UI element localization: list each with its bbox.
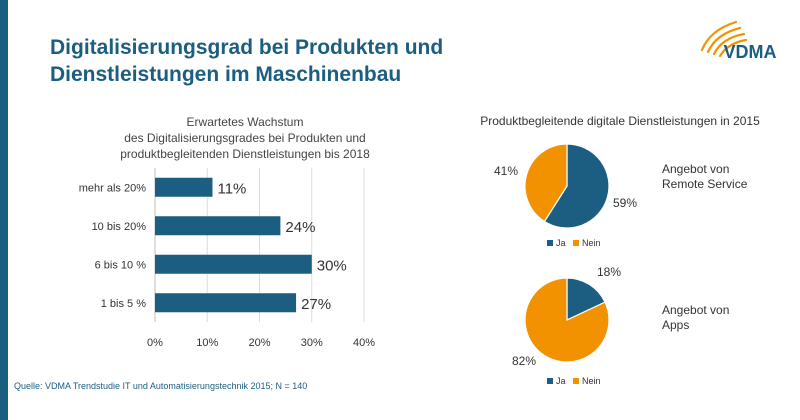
left-accent-stripe — [0, 0, 8, 420]
pie-section-title: Produktbegleitende digitale Dienstleistu… — [480, 114, 760, 128]
pie-slice — [566, 277, 606, 321]
vdma-logo: VDMA — [700, 20, 777, 62]
pie-slice-label: 59% — [613, 196, 637, 210]
pie1-description-line-1: Angebot von — [662, 162, 730, 176]
bar-value-label: 27% — [301, 296, 331, 313]
pie-slice — [543, 143, 610, 229]
bar-value-label: 24% — [285, 219, 315, 236]
category-label: 10 bis 20% — [92, 221, 147, 233]
bar — [155, 254, 312, 274]
bar-value-label: 11% — [217, 180, 246, 197]
bar-chart-title: Erwartetes Wachstum des Digitalisierungs… — [60, 114, 430, 162]
legend-swatch — [573, 240, 579, 246]
pie-slice-label: 18% — [597, 265, 621, 279]
pie-slice — [524, 143, 568, 223]
pie1-description: Angebot von Remote Service — [662, 162, 747, 192]
page-title: Digitalisierungsgrad bei Produkten und D… — [50, 34, 443, 88]
logo-text: VDMA — [724, 42, 777, 62]
legend-label: Nein — [582, 376, 601, 386]
x-tick-label: 30% — [301, 337, 323, 349]
source-note: Quelle: VDMA Trendstudie IT und Automati… — [14, 381, 308, 391]
x-tick-label: 20% — [248, 337, 270, 349]
legend-label: Ja — [556, 376, 566, 386]
bar-chart-title-line-1: Erwartetes Wachstum — [186, 115, 304, 129]
category-label: 1 bis 5 % — [101, 298, 146, 310]
pie-slice-label: 82% — [512, 354, 536, 368]
bar — [155, 293, 297, 313]
legend-label: Nein — [582, 238, 601, 248]
bar-value-label: 30% — [317, 257, 347, 274]
bar-chart-title-line-3: produktbegleitenden Dienstleistungen bis… — [120, 147, 370, 161]
bar-chart-title-line-2: des Digitalisierungsgrades bei Produkten… — [124, 131, 366, 145]
legend-swatch — [547, 240, 553, 246]
logo-arc-mark — [700, 20, 748, 58]
x-tick-label: 0% — [147, 337, 163, 349]
page-title-line-2: Dienstleistungen im Maschinenbau — [50, 63, 402, 86]
bar — [155, 216, 281, 236]
category-label: 6 bis 10 % — [95, 259, 147, 271]
pie2-description: Angebot von Apps — [662, 303, 729, 333]
legend-label: Ja — [556, 238, 566, 248]
pie1-description-line-2: Remote Service — [662, 177, 748, 191]
bar — [155, 177, 213, 197]
pie-slice — [524, 277, 610, 363]
pie2-description-line-1: Angebot von — [662, 303, 730, 317]
pie-slice-label: 41% — [494, 164, 518, 178]
x-tick-label: 40% — [353, 337, 375, 349]
page-title-line-1: Digitalisierungsgrad bei Produkten und — [50, 36, 444, 59]
category-label: mehr als 20% — [79, 182, 146, 194]
x-tick-label: 10% — [196, 337, 218, 349]
pie2-description-line-2: Apps — [662, 318, 690, 332]
legend-swatch — [547, 378, 553, 384]
legend-swatch — [573, 378, 579, 384]
